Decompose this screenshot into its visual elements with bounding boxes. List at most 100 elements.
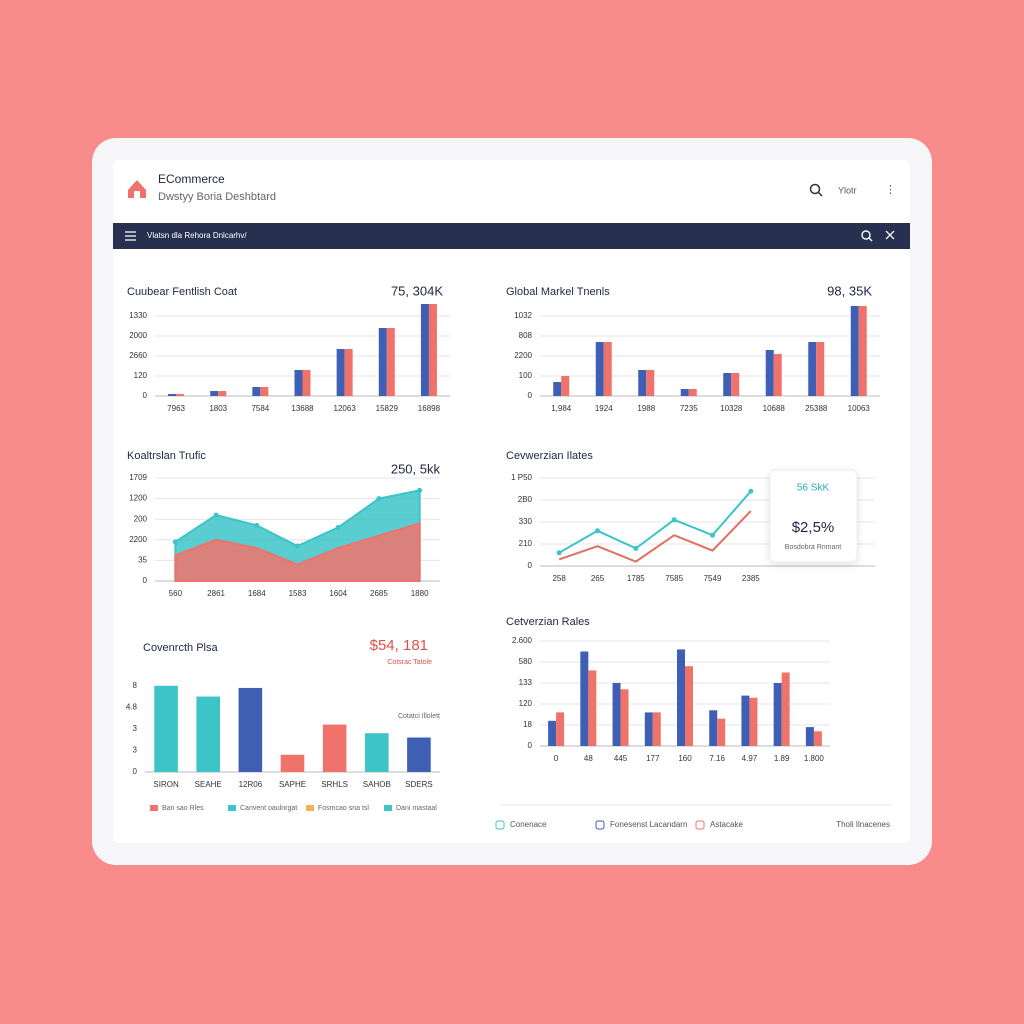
bar	[302, 370, 311, 396]
footer-item: Conenace	[510, 820, 547, 829]
y-tick-label: 1032	[514, 311, 532, 320]
search-label[interactable]: Ylotr	[838, 185, 857, 195]
x-tick-label: 10328	[720, 404, 743, 413]
x-tick-label: 1924	[595, 404, 613, 413]
bar	[280, 754, 305, 772]
bar	[816, 342, 825, 396]
bar	[620, 689, 629, 746]
x-tick-label: 12063	[334, 404, 357, 413]
bar	[336, 349, 345, 396]
bar	[252, 387, 261, 396]
bar	[553, 382, 562, 396]
y-tick-label: 100	[519, 371, 533, 380]
legend-label: Fosmcao sna tsl	[318, 805, 369, 812]
bar	[685, 666, 693, 746]
bar	[556, 712, 565, 746]
tooltip-value: $2,5%	[792, 519, 835, 536]
y-tick-label: 120	[519, 699, 533, 708]
legend-label: Ban sao Rles	[162, 805, 204, 812]
bar	[580, 651, 589, 746]
x-tick-label: SAHOB	[363, 780, 391, 789]
nav-search[interactable]	[861, 230, 871, 240]
bar	[218, 391, 227, 396]
x-tick-label: 0	[554, 754, 559, 763]
y-tick-label: 1 P50	[511, 473, 532, 482]
app-subtitle: Dwstyy Boria Deshbtard	[158, 191, 276, 203]
marker	[376, 496, 382, 502]
x-tick-label: 560	[169, 589, 183, 598]
bar	[765, 350, 774, 396]
y-tick-label: 0	[143, 391, 148, 400]
bar	[723, 373, 732, 396]
bar	[717, 718, 726, 746]
chart-title: Koaltrslan Trufic	[127, 450, 206, 462]
y-tick-label: 2660	[129, 351, 147, 360]
bar	[858, 306, 867, 396]
bar	[210, 391, 219, 396]
x-tick-label: 4.97	[742, 754, 758, 763]
line	[558, 510, 752, 563]
y-tick-label: 120	[134, 371, 148, 380]
footer-note: Tholi Ilnacenes	[836, 820, 890, 829]
x-tick-label: 13688	[291, 404, 314, 413]
highlight-value: 75, 304K	[391, 283, 443, 298]
logo	[128, 180, 146, 198]
bar	[176, 394, 185, 396]
bar	[773, 683, 782, 746]
x-tick-label: SIRON	[153, 780, 179, 789]
x-tick-label: 12R06	[239, 780, 263, 789]
x-tick-label: 1785	[627, 574, 645, 583]
footer-icon	[595, 820, 605, 830]
y-tick-label: 1200	[129, 494, 147, 503]
x-tick-label: 25388	[805, 404, 828, 413]
y-tick-label: 580	[519, 657, 533, 666]
bar	[386, 328, 395, 396]
bar	[420, 304, 429, 396]
nav-expand[interactable]	[885, 230, 895, 240]
bar	[428, 304, 437, 396]
app-title: ECommerce	[158, 172, 225, 186]
bar	[603, 342, 612, 396]
y-tick-label: 200	[134, 514, 148, 523]
bar	[168, 394, 177, 396]
bar	[638, 370, 647, 396]
legend-swatch	[306, 805, 314, 811]
chart-title: Global Markel Tnenls	[506, 286, 610, 298]
marker	[295, 543, 300, 549]
y-tick-label: 0	[528, 391, 533, 400]
hamburger[interactable]	[125, 231, 136, 241]
chart-title: Covenrcth Plsa	[143, 642, 218, 654]
search-icon[interactable]	[809, 183, 821, 195]
tooltip-title: 56 SkK	[797, 483, 830, 494]
nav-label: Vlatsn dla Rehora Dnlcarhv/	[147, 231, 247, 240]
highlight-value: 98, 35K	[827, 283, 872, 298]
highlight-caption: Cotsrac Tatole	[387, 659, 432, 666]
chart-title: Cetverzian Rales	[506, 616, 590, 628]
y-tick-label: 210	[519, 539, 533, 548]
bar	[781, 672, 790, 746]
bar	[260, 387, 269, 396]
bar	[808, 342, 817, 396]
x-tick-label: 1684	[248, 589, 266, 598]
menu-dots[interactable]: ⋮	[885, 184, 896, 196]
bar	[731, 373, 740, 396]
x-tick-label: 258	[552, 574, 566, 583]
x-tick-label: SAPHE	[279, 780, 306, 789]
marker	[633, 545, 639, 551]
x-tick-label: 1604	[329, 589, 347, 598]
footer-icon	[695, 820, 705, 830]
bar	[652, 712, 661, 746]
y-tick-label: 0	[143, 576, 148, 585]
x-tick-label: 1583	[289, 589, 307, 598]
area	[174, 521, 421, 582]
bar	[378, 328, 387, 396]
x-tick-label: 7963	[167, 404, 185, 413]
marker	[417, 487, 423, 493]
bar	[688, 389, 697, 396]
bar	[588, 670, 597, 746]
bar	[805, 727, 814, 746]
marker	[254, 522, 260, 528]
bar	[813, 731, 822, 746]
bar	[677, 649, 685, 746]
